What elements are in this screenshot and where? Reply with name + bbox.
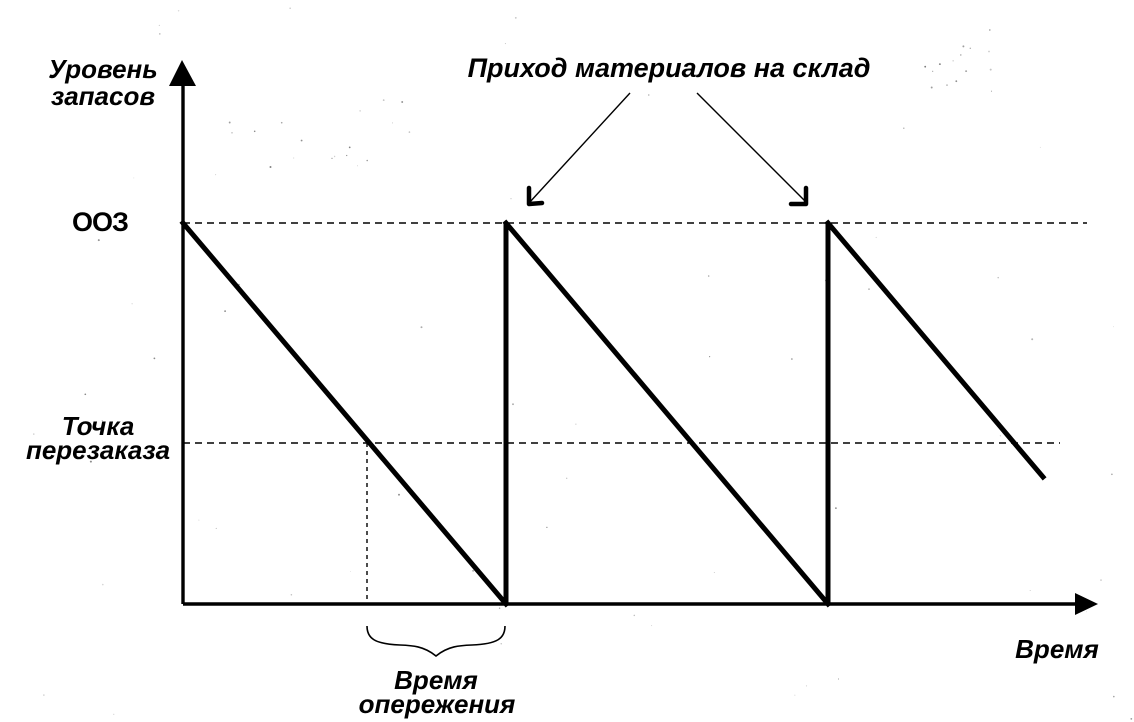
svg-text:Уровень: Уровень — [48, 54, 157, 84]
svg-text:перезаказа: перезаказа — [26, 435, 170, 465]
svg-text:опережения: опережения — [359, 689, 516, 719]
svg-text:Приход материалов на склад: Приход материалов на склад — [468, 53, 871, 83]
svg-text:запасов: запасов — [51, 81, 155, 111]
svg-text:ООЗ: ООЗ — [72, 207, 128, 237]
svg-text:Время: Время — [1015, 634, 1099, 664]
